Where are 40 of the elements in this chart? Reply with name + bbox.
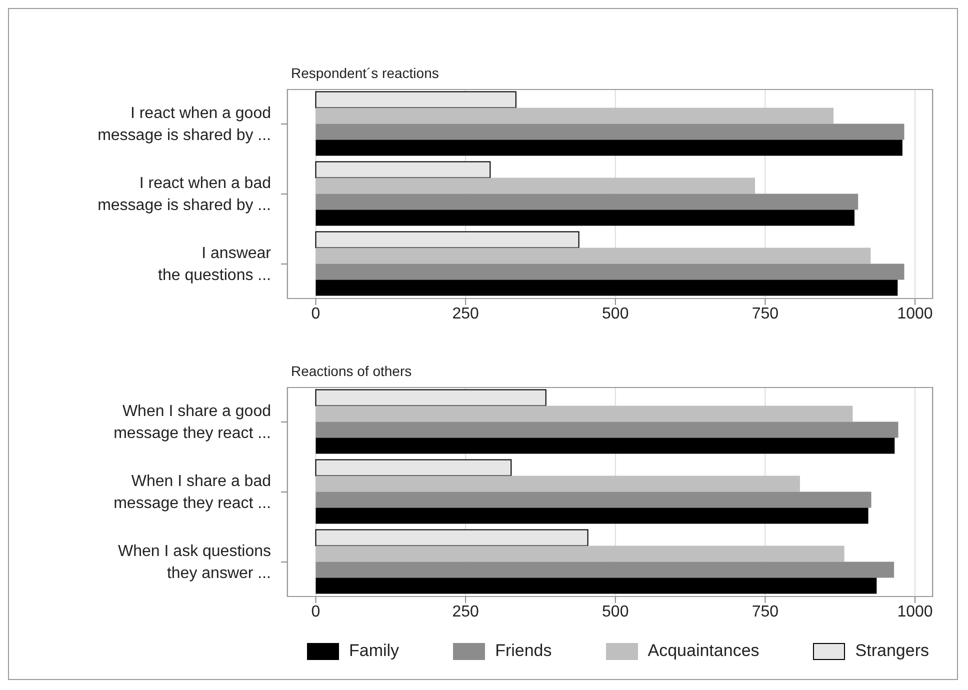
bar bbox=[316, 406, 853, 422]
chart-title: Respondent´s reactions bbox=[291, 65, 439, 81]
y-tick-label: When I share a good message they react ... bbox=[114, 403, 271, 442]
legend-label: Friends bbox=[495, 641, 552, 661]
y-tick-label: I answear the questions ... bbox=[158, 245, 272, 284]
y-tick-label: When I share a bad message they react ... bbox=[114, 473, 271, 512]
bar bbox=[316, 140, 902, 156]
legend-label: Strangers bbox=[855, 641, 929, 661]
chart-title: Reactions of others bbox=[291, 363, 412, 379]
bar bbox=[316, 264, 904, 280]
bar bbox=[316, 248, 871, 264]
bar bbox=[316, 508, 868, 524]
bar bbox=[316, 178, 756, 194]
bar bbox=[316, 492, 872, 508]
x-tick-label: 1000 bbox=[897, 305, 933, 322]
x-tick-label: 500 bbox=[602, 603, 629, 620]
y-tick-label: I react when a good message is shared by ... bbox=[98, 105, 271, 144]
x-tick-label: 250 bbox=[452, 603, 480, 620]
x-tick-label: 750 bbox=[752, 603, 779, 620]
bar bbox=[316, 476, 800, 492]
bar bbox=[316, 438, 895, 454]
x-tick-label: 500 bbox=[602, 305, 629, 322]
bar bbox=[316, 124, 904, 140]
legend-label: Acquaintances bbox=[648, 641, 760, 661]
y-tick-label: I react when a bad message is shared by ... bbox=[98, 175, 271, 214]
bar bbox=[316, 422, 898, 438]
bar bbox=[316, 562, 894, 578]
bar bbox=[316, 578, 877, 594]
x-tick-label: 1000 bbox=[897, 603, 933, 620]
y-tick-label: When I ask questions they answer ... bbox=[118, 543, 271, 582]
bar bbox=[316, 280, 898, 296]
bar bbox=[316, 210, 854, 226]
x-tick-label: 0 bbox=[311, 305, 320, 322]
bar bbox=[316, 108, 834, 124]
x-tick-label: 0 bbox=[311, 603, 320, 620]
x-tick-label: 250 bbox=[452, 305, 480, 322]
x-tick-label: 750 bbox=[752, 305, 779, 322]
bar bbox=[316, 194, 858, 210]
legend-label: Family bbox=[349, 641, 400, 661]
bar bbox=[316, 546, 844, 562]
